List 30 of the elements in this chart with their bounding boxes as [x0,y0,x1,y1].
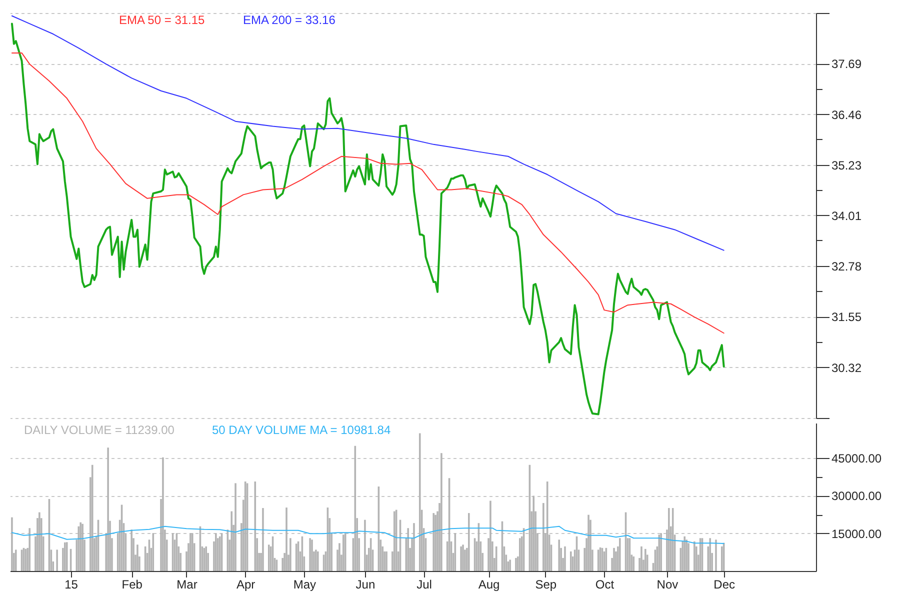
x-tick-label: Aug [478,578,500,592]
y-tick-label: 37.69 [832,57,862,72]
series-label: DAILY VOLUME = 11239.00 [24,423,175,437]
y-tick-label: 45000.00 [832,452,882,466]
x-tick-label: Jun [356,578,376,592]
line-series [11,15,724,251]
x-tick-label: Mar [176,578,198,592]
line-series [11,526,724,544]
x-tick-label: Jul [416,578,432,592]
y-tick-label: 36.46 [832,108,862,122]
x-tick-label: 15 [64,578,78,592]
y-tick-label: 34.01 [832,208,862,223]
y-tick-label: 31.55 [832,310,862,324]
y-tick-label: 15000.00 [832,526,882,541]
y-tick-label: 35.23 [832,158,862,173]
text: 50 DAY VOLUME MA = 10981.84 [212,423,391,437]
y-tick-label: 30.32 [832,360,862,375]
x-tick-label: Nov [656,578,678,592]
x-tick-label: Dec [714,578,735,592]
x-tick-label: Apr [236,578,256,592]
line-series [11,52,724,334]
x-tick-label: Feb [122,578,143,592]
text: EMA 200 = 33.16 [243,13,336,27]
x-tick-label: May [293,578,316,592]
y-tick-label: 30000.00 [832,489,882,504]
x-tick-label: Oct [595,578,615,592]
line-series [10,22,725,416]
y-tick-label: 32.78 [832,259,862,274]
text: EMA 50 = 31.15 [119,13,206,27]
x-tick-label: Sep [535,578,557,592]
